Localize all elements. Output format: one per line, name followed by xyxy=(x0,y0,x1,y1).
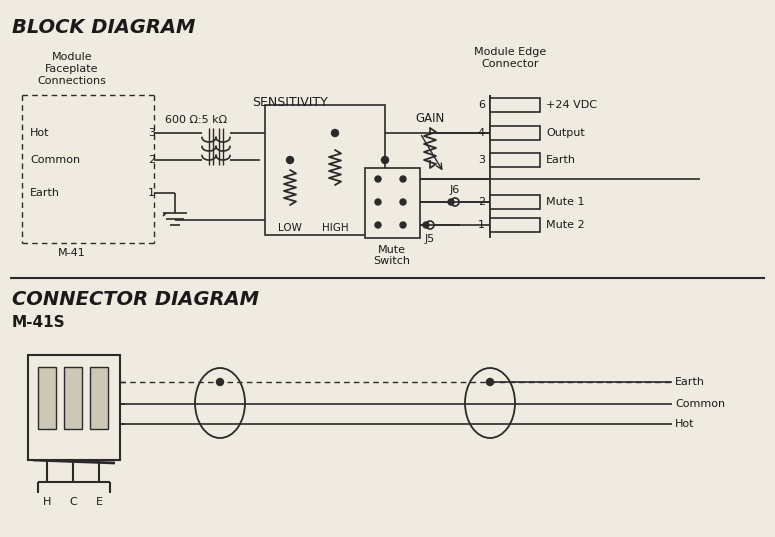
Bar xyxy=(64,367,82,429)
Bar xyxy=(365,168,420,238)
Text: Faceplate: Faceplate xyxy=(45,64,98,74)
Bar xyxy=(28,355,120,460)
Text: 6: 6 xyxy=(478,100,485,110)
Text: C: C xyxy=(69,497,77,507)
Text: Mute 2: Mute 2 xyxy=(546,220,584,230)
Text: Module: Module xyxy=(52,52,92,62)
Bar xyxy=(490,218,540,232)
Text: 2: 2 xyxy=(148,155,155,165)
Text: Mute 1: Mute 1 xyxy=(546,197,584,207)
Text: HIGH: HIGH xyxy=(322,223,348,233)
Text: +24 VDC: +24 VDC xyxy=(546,100,597,110)
Text: M-41: M-41 xyxy=(58,248,86,258)
Bar xyxy=(265,105,385,235)
Text: H: H xyxy=(43,497,51,507)
Bar xyxy=(38,367,56,429)
Circle shape xyxy=(287,156,294,163)
Text: BLOCK DIAGRAM: BLOCK DIAGRAM xyxy=(12,18,195,37)
Text: Switch: Switch xyxy=(374,256,411,266)
Text: Output: Output xyxy=(546,128,585,138)
Text: 2: 2 xyxy=(478,197,485,207)
Text: M-41S: M-41S xyxy=(12,315,66,330)
Circle shape xyxy=(400,199,406,205)
Circle shape xyxy=(423,222,429,228)
Text: J5: J5 xyxy=(425,234,435,244)
Circle shape xyxy=(487,379,494,386)
Text: 1: 1 xyxy=(148,188,155,198)
Circle shape xyxy=(375,176,381,182)
Text: Hot: Hot xyxy=(675,419,694,429)
Text: Module Edge: Module Edge xyxy=(474,47,546,57)
Text: GAIN: GAIN xyxy=(415,112,445,125)
Circle shape xyxy=(375,222,381,228)
Circle shape xyxy=(448,199,454,205)
Text: Mute: Mute xyxy=(378,245,406,255)
Text: Earth: Earth xyxy=(675,377,705,387)
Bar xyxy=(490,195,540,209)
Circle shape xyxy=(216,379,223,386)
Text: J6: J6 xyxy=(449,185,460,195)
Circle shape xyxy=(332,129,339,136)
Text: 600 Ω:5 kΩ: 600 Ω:5 kΩ xyxy=(165,115,227,125)
Text: Earth: Earth xyxy=(546,155,576,165)
Text: Connector: Connector xyxy=(481,59,539,69)
Text: 3: 3 xyxy=(478,155,485,165)
Text: Hot: Hot xyxy=(30,128,50,138)
Bar xyxy=(490,126,540,140)
Circle shape xyxy=(381,156,388,163)
Text: Connections: Connections xyxy=(37,76,106,86)
Circle shape xyxy=(400,222,406,228)
Bar xyxy=(490,98,540,112)
Text: 1: 1 xyxy=(478,220,485,230)
Circle shape xyxy=(375,199,381,205)
Text: SENSITIVITY: SENSITIVITY xyxy=(252,97,328,110)
Bar xyxy=(490,153,540,167)
Text: 4: 4 xyxy=(478,128,485,138)
Text: Common: Common xyxy=(675,399,725,409)
Text: 3: 3 xyxy=(148,128,155,138)
Text: E: E xyxy=(95,497,102,507)
Text: Earth: Earth xyxy=(30,188,60,198)
Text: CONNECTOR DIAGRAM: CONNECTOR DIAGRAM xyxy=(12,290,259,309)
Bar xyxy=(90,367,108,429)
Circle shape xyxy=(400,176,406,182)
Text: LOW: LOW xyxy=(278,223,302,233)
Text: Common: Common xyxy=(30,155,80,165)
